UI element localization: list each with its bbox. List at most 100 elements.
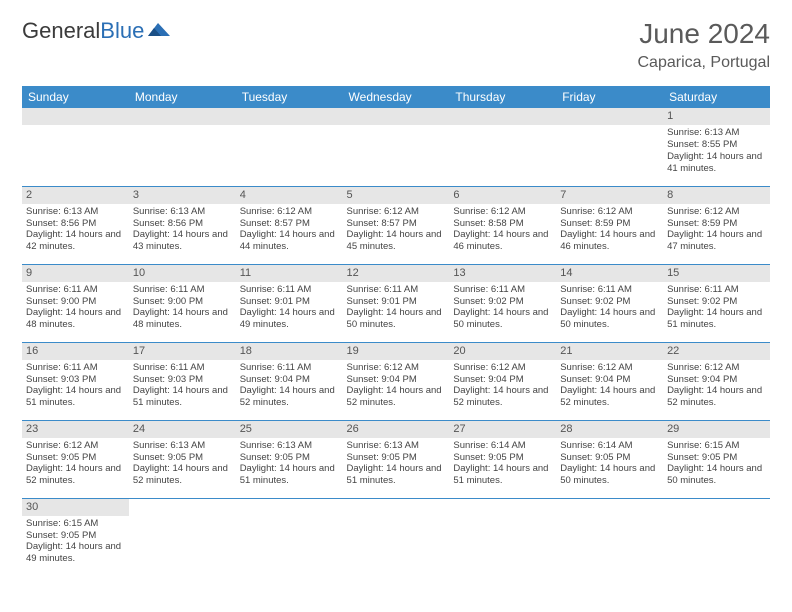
day-details: Sunrise: 6:12 AMSunset: 8:57 PMDaylight:… xyxy=(343,204,450,258)
day-details: Sunrise: 6:11 AMSunset: 9:01 PMDaylight:… xyxy=(343,282,450,336)
day-number: 18 xyxy=(236,343,343,360)
calendar-cell: 2Sunrise: 6:13 AMSunset: 8:56 PMDaylight… xyxy=(22,186,129,264)
calendar-cell-empty xyxy=(236,108,343,186)
logo-word2: Blue xyxy=(100,18,144,43)
day-number: 28 xyxy=(556,421,663,438)
day-number: 16 xyxy=(22,343,129,360)
day-details: Sunrise: 6:14 AMSunset: 9:05 PMDaylight:… xyxy=(449,438,556,492)
day-number: 19 xyxy=(343,343,450,360)
calendar-cell-empty xyxy=(556,108,663,186)
title-block: June 2024 Caparica, Portugal xyxy=(637,18,770,72)
day-details: Sunrise: 6:12 AMSunset: 9:04 PMDaylight:… xyxy=(343,360,450,414)
calendar-cell: 30Sunrise: 6:15 AMSunset: 9:05 PMDayligh… xyxy=(22,498,129,576)
day-number: 8 xyxy=(663,187,770,204)
day-details: Sunrise: 6:15 AMSunset: 9:05 PMDaylight:… xyxy=(22,516,129,570)
calendar-cell: 13Sunrise: 6:11 AMSunset: 9:02 PMDayligh… xyxy=(449,264,556,342)
day-details: Sunrise: 6:11 AMSunset: 9:03 PMDaylight:… xyxy=(129,360,236,414)
day-number: 9 xyxy=(22,265,129,282)
weekday-header: Wednesday xyxy=(343,86,450,108)
calendar-cell-empty xyxy=(663,498,770,576)
calendar-cell: 29Sunrise: 6:15 AMSunset: 9:05 PMDayligh… xyxy=(663,420,770,498)
day-details: Sunrise: 6:11 AMSunset: 9:02 PMDaylight:… xyxy=(663,282,770,336)
weekday-header: Thursday xyxy=(449,86,556,108)
day-number: 13 xyxy=(449,265,556,282)
day-number: 12 xyxy=(343,265,450,282)
day-details: Sunrise: 6:11 AMSunset: 9:00 PMDaylight:… xyxy=(129,282,236,336)
day-number: 4 xyxy=(236,187,343,204)
calendar-cell: 7Sunrise: 6:12 AMSunset: 8:59 PMDaylight… xyxy=(556,186,663,264)
calendar-row: 16Sunrise: 6:11 AMSunset: 9:03 PMDayligh… xyxy=(22,342,770,420)
logo-text: GeneralBlue xyxy=(22,18,144,44)
day-details: Sunrise: 6:11 AMSunset: 9:02 PMDaylight:… xyxy=(449,282,556,336)
day-details: Sunrise: 6:13 AMSunset: 8:55 PMDaylight:… xyxy=(663,125,770,179)
day-number: 15 xyxy=(663,265,770,282)
calendar-row: 9Sunrise: 6:11 AMSunset: 9:00 PMDaylight… xyxy=(22,264,770,342)
daynum-empty xyxy=(22,108,129,125)
calendar-cell: 1Sunrise: 6:13 AMSunset: 8:55 PMDaylight… xyxy=(663,108,770,186)
logo: GeneralBlue xyxy=(22,18,174,44)
calendar-row: 30Sunrise: 6:15 AMSunset: 9:05 PMDayligh… xyxy=(22,498,770,576)
flag-icon xyxy=(148,20,174,43)
day-number: 26 xyxy=(343,421,450,438)
day-number: 30 xyxy=(22,499,129,516)
calendar-cell: 14Sunrise: 6:11 AMSunset: 9:02 PMDayligh… xyxy=(556,264,663,342)
page-title: June 2024 xyxy=(637,18,770,50)
day-number: 23 xyxy=(22,421,129,438)
day-number: 1 xyxy=(663,108,770,125)
day-details: Sunrise: 6:12 AMSunset: 9:04 PMDaylight:… xyxy=(663,360,770,414)
day-number: 27 xyxy=(449,421,556,438)
logo-word1: General xyxy=(22,18,100,43)
day-number: 10 xyxy=(129,265,236,282)
daynum-empty xyxy=(236,499,343,516)
calendar-cell: 6Sunrise: 6:12 AMSunset: 8:58 PMDaylight… xyxy=(449,186,556,264)
daynum-empty xyxy=(343,108,450,125)
daynum-empty xyxy=(343,499,450,516)
day-details: Sunrise: 6:12 AMSunset: 9:04 PMDaylight:… xyxy=(556,360,663,414)
day-number: 25 xyxy=(236,421,343,438)
daynum-empty xyxy=(449,108,556,125)
day-details: Sunrise: 6:11 AMSunset: 9:03 PMDaylight:… xyxy=(22,360,129,414)
day-details: Sunrise: 6:15 AMSunset: 9:05 PMDaylight:… xyxy=(663,438,770,492)
calendar-cell: 21Sunrise: 6:12 AMSunset: 9:04 PMDayligh… xyxy=(556,342,663,420)
calendar-cell: 20Sunrise: 6:12 AMSunset: 9:04 PMDayligh… xyxy=(449,342,556,420)
day-details: Sunrise: 6:11 AMSunset: 9:01 PMDaylight:… xyxy=(236,282,343,336)
calendar-cell-empty xyxy=(129,498,236,576)
calendar-cell-empty xyxy=(129,108,236,186)
daynum-empty xyxy=(449,499,556,516)
day-details: Sunrise: 6:13 AMSunset: 9:05 PMDaylight:… xyxy=(236,438,343,492)
location: Caparica, Portugal xyxy=(637,54,770,72)
day-number: 5 xyxy=(343,187,450,204)
calendar-cell: 18Sunrise: 6:11 AMSunset: 9:04 PMDayligh… xyxy=(236,342,343,420)
calendar-cell: 4Sunrise: 6:12 AMSunset: 8:57 PMDaylight… xyxy=(236,186,343,264)
calendar-cell-empty xyxy=(343,108,450,186)
calendar-cell: 16Sunrise: 6:11 AMSunset: 9:03 PMDayligh… xyxy=(22,342,129,420)
calendar-cell: 28Sunrise: 6:14 AMSunset: 9:05 PMDayligh… xyxy=(556,420,663,498)
calendar-cell: 19Sunrise: 6:12 AMSunset: 9:04 PMDayligh… xyxy=(343,342,450,420)
day-details: Sunrise: 6:11 AMSunset: 9:00 PMDaylight:… xyxy=(22,282,129,336)
daynum-empty xyxy=(556,108,663,125)
daynum-empty xyxy=(129,499,236,516)
header: GeneralBlue June 2024 Caparica, Portugal xyxy=(22,18,770,72)
calendar-cell: 10Sunrise: 6:11 AMSunset: 9:00 PMDayligh… xyxy=(129,264,236,342)
day-number: 17 xyxy=(129,343,236,360)
weekday-header: Friday xyxy=(556,86,663,108)
calendar-cell: 24Sunrise: 6:13 AMSunset: 9:05 PMDayligh… xyxy=(129,420,236,498)
calendar-cell: 26Sunrise: 6:13 AMSunset: 9:05 PMDayligh… xyxy=(343,420,450,498)
calendar-cell: 11Sunrise: 6:11 AMSunset: 9:01 PMDayligh… xyxy=(236,264,343,342)
day-number: 6 xyxy=(449,187,556,204)
calendar-cell: 5Sunrise: 6:12 AMSunset: 8:57 PMDaylight… xyxy=(343,186,450,264)
day-details: Sunrise: 6:13 AMSunset: 9:05 PMDaylight:… xyxy=(129,438,236,492)
calendar-cell-empty xyxy=(449,108,556,186)
calendar-cell-empty xyxy=(449,498,556,576)
calendar-cell: 25Sunrise: 6:13 AMSunset: 9:05 PMDayligh… xyxy=(236,420,343,498)
day-details: Sunrise: 6:13 AMSunset: 8:56 PMDaylight:… xyxy=(129,204,236,258)
day-details: Sunrise: 6:12 AMSunset: 9:05 PMDaylight:… xyxy=(22,438,129,492)
day-details: Sunrise: 6:14 AMSunset: 9:05 PMDaylight:… xyxy=(556,438,663,492)
calendar-cell: 15Sunrise: 6:11 AMSunset: 9:02 PMDayligh… xyxy=(663,264,770,342)
day-number: 14 xyxy=(556,265,663,282)
day-details: Sunrise: 6:11 AMSunset: 9:02 PMDaylight:… xyxy=(556,282,663,336)
day-number: 22 xyxy=(663,343,770,360)
calendar-cell-empty xyxy=(22,108,129,186)
calendar-cell-empty xyxy=(343,498,450,576)
day-details: Sunrise: 6:13 AMSunset: 9:05 PMDaylight:… xyxy=(343,438,450,492)
